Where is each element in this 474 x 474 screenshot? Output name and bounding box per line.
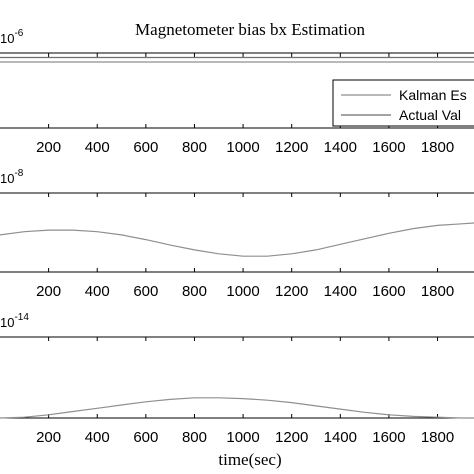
legend-entry: Kalman Es [399, 87, 467, 103]
legend-box [332, 79, 474, 127]
x-tick-label: 200 [36, 429, 61, 446]
series-line [0, 222, 474, 257]
x-tick-label: 1800 [421, 283, 454, 300]
subplot-2: 200 400 600 800 1000 1200 1400 1600 1800 10-8 [0, 168, 474, 300]
x-tick-label: 1800 [421, 139, 454, 156]
x-tick-label: 1000 [226, 283, 259, 300]
x-tick-label: 400 [85, 283, 110, 300]
subplot-3: 200 400 600 800 1000 1200 1400 1600 1800 10-14 [0, 312, 474, 446]
x-tick-label: 1600 [372, 429, 405, 446]
x-tick-label: 1600 [372, 139, 405, 156]
x-tick-label: 1200 [275, 139, 308, 156]
x-tick-label: 1400 [324, 429, 357, 446]
y-exponent-label: 10-6 [0, 28, 24, 46]
x-tick-label: 800 [182, 429, 207, 446]
y-exponent-superscript: -6 [14, 28, 23, 39]
x-tick-label: 600 [133, 283, 158, 300]
x-tick-label: 1000 [226, 429, 259, 446]
chart-title: Magnetometer bias bx Estimation [135, 20, 365, 39]
x-tick-label: 1400 [324, 283, 357, 300]
x-axis-label: time(sec) [218, 450, 281, 469]
y-exponent-label: 10-14 [0, 312, 29, 330]
x-tick-label: 400 [85, 139, 110, 156]
y-exponent-superscript: -14 [14, 312, 29, 323]
subplots: 200 400 600 800 1000 1200 1400 1600 1800 10-6 Kalm… [0, 28, 474, 446]
x-tick-label: 1600 [372, 283, 405, 300]
y-exponent-superscript: -8 [14, 168, 23, 179]
x-tick-label: 1200 [275, 283, 308, 300]
legend: Kalman Es Actual Val [332, 79, 474, 127]
x-tick-label: 200 [36, 283, 61, 300]
x-tick-label: 1000 [226, 139, 259, 156]
x-tick-label: 600 [133, 429, 158, 446]
x-tick-label: 600 [133, 139, 158, 156]
x-tick-label: 1200 [275, 429, 308, 446]
y-exponent-label: 10-8 [0, 168, 24, 186]
subplot-1: 200 400 600 800 1000 1200 1400 1600 1800 10-6 Kalm… [0, 28, 474, 156]
x-tick-label: 200 [36, 139, 61, 156]
legend-entry: Actual Val [399, 107, 461, 123]
x-tick-label: 1400 [324, 139, 357, 156]
series-line [0, 397, 474, 419]
x-tick-label: 800 [182, 283, 207, 300]
x-tick-label: 1800 [421, 429, 454, 446]
x-tick-label: 400 [85, 429, 110, 446]
x-tick-label: 800 [182, 139, 207, 156]
